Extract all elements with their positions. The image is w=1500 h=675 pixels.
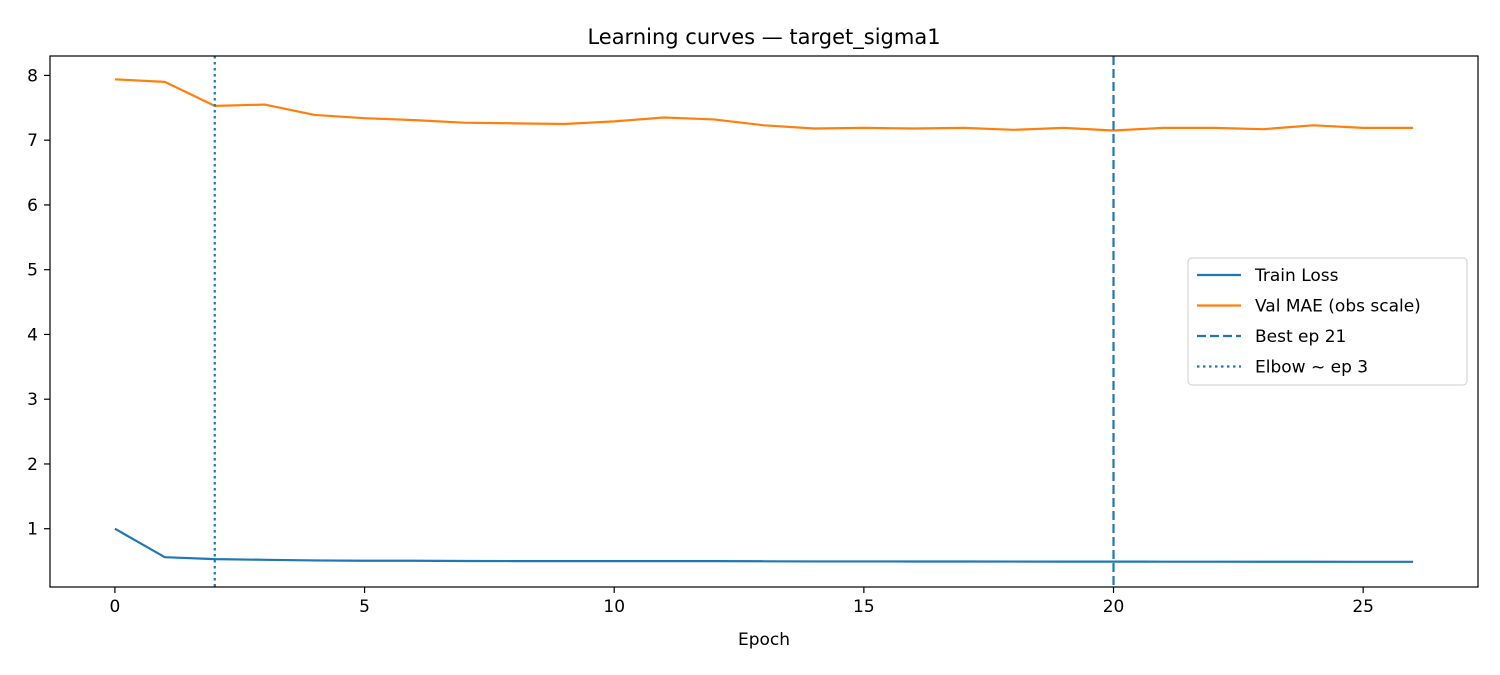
y-tick-label: 5 bbox=[27, 261, 38, 281]
y-tick-label: 6 bbox=[27, 196, 38, 216]
legend-box bbox=[1187, 257, 1468, 386]
legend: Train Loss Val MAE (obs scale) Best ep 21 E… bbox=[1187, 257, 1468, 386]
x-tick-label: 20 bbox=[1103, 597, 1125, 617]
y-tick-label: 7 bbox=[27, 131, 38, 151]
x-tick-label: 25 bbox=[1352, 597, 1374, 617]
y-tick-label: 4 bbox=[27, 325, 38, 345]
x-tick-label: 0 bbox=[109, 597, 120, 617]
chart-title: Learning curves — target_sigma1 bbox=[587, 25, 940, 50]
series-line-val-mae-obs-scale bbox=[114, 78, 1414, 132]
plot-frame bbox=[49, 55, 1479, 588]
series-line-train-loss bbox=[114, 527, 1414, 563]
y-tick-label: 1 bbox=[27, 520, 38, 540]
y-tick-label: 2 bbox=[27, 455, 38, 475]
x-tick-label: 5 bbox=[359, 597, 370, 617]
x-tick-label: 15 bbox=[853, 597, 875, 617]
legend-label-train-loss: Train Loss bbox=[1254, 266, 1339, 286]
x-axis-label: Epoch bbox=[738, 630, 790, 650]
x-tick-label: 10 bbox=[603, 597, 625, 617]
y-tick-label: 3 bbox=[27, 390, 38, 410]
legend-label-elbow-ep-3: Elbow ~ ep 3 bbox=[1255, 358, 1368, 378]
y-tick-label: 8 bbox=[27, 66, 38, 86]
legend-label-best-ep-21: Best ep 21 bbox=[1255, 327, 1346, 347]
legend-label-val-mae-obs-scale: Val MAE (obs scale) bbox=[1255, 297, 1421, 317]
